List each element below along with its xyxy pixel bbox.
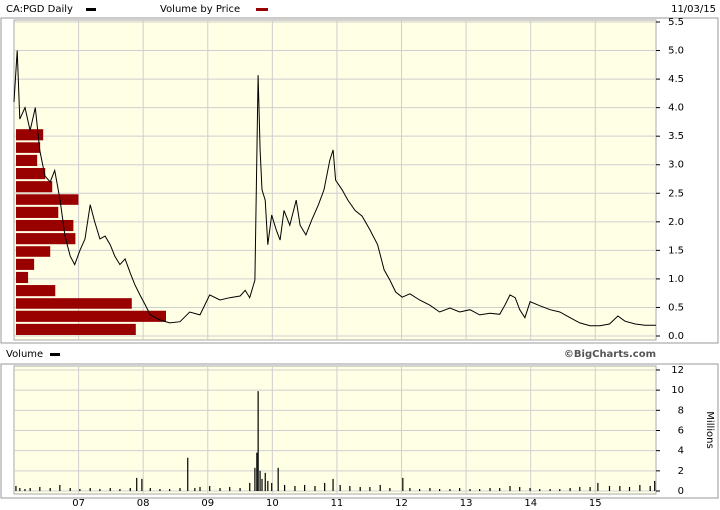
legend-label: CA:PGD Daily <box>6 4 73 15</box>
watermark: ©BigCharts.com <box>564 349 656 360</box>
y-tick-label: 3.5 <box>668 131 684 142</box>
y-tick-label: 0 <box>678 486 684 497</box>
volume-by-price-bar <box>16 271 29 284</box>
y-tick-label: 4 <box>678 446 684 457</box>
x-tick-label: 15 <box>589 498 602 509</box>
date: 11/03/15 <box>671 4 716 15</box>
x-tick-label: 12 <box>395 498 408 509</box>
volume-by-price-bar <box>16 154 38 167</box>
volume-by-price-bar <box>16 206 59 218</box>
y-tick-label: 5.5 <box>668 17 684 28</box>
volume-by-price-bar <box>16 233 76 245</box>
x-tick-label: 11 <box>331 498 344 509</box>
x-tick-label: 09 <box>201 498 214 509</box>
volume-by-price-bar <box>16 298 132 309</box>
y-tick-label: 3.0 <box>668 160 684 171</box>
x-tick-label: 10 <box>266 498 279 509</box>
legend-swatch <box>256 8 268 11</box>
volume-by-price-bar <box>16 246 51 257</box>
price-plot <box>13 19 657 341</box>
x-tick-label: 08 <box>137 498 150 509</box>
legend-label: Volume by Price <box>160 4 240 15</box>
y-tick-label: 1.0 <box>668 274 684 285</box>
x-tick-label: 13 <box>460 498 473 509</box>
y-axis-label: Millions <box>704 411 715 448</box>
y-tick-label: 4.5 <box>668 74 684 85</box>
price-line <box>13 50 656 327</box>
y-tick-label: 5.0 <box>668 46 684 57</box>
volume-by-price-bar <box>16 129 44 141</box>
volume-by-price-bar <box>16 310 166 322</box>
volume-by-price-bar <box>16 142 41 153</box>
volume-by-price-bar <box>16 285 56 297</box>
x-tick-label: 14 <box>524 498 537 509</box>
y-tick-label: 0.5 <box>668 302 684 313</box>
legend-label: Volume <box>6 349 43 360</box>
y-tick-label: 12 <box>671 365 684 376</box>
volume-by-price-bar <box>16 168 46 180</box>
legend-swatch <box>50 353 60 356</box>
y-tick-label: 0.0 <box>668 331 684 342</box>
y-tick-label: 8 <box>678 405 684 416</box>
volume-by-price-bar <box>16 219 74 232</box>
x-tick-label: 07 <box>72 498 85 509</box>
y-tick-label: 2 <box>678 466 684 477</box>
y-tick-label: 4.0 <box>668 103 684 114</box>
volume-by-price-bar <box>16 323 136 335</box>
legend-swatch <box>86 8 96 11</box>
volume-by-price-bar <box>16 258 35 270</box>
y-tick-label: 6 <box>678 426 684 437</box>
y-tick-label: 2.5 <box>668 188 684 199</box>
y-tick-label: 2.0 <box>668 217 684 228</box>
y-tick-label: 1.5 <box>668 245 684 256</box>
y-tick-label: 10 <box>671 385 684 396</box>
volume-by-price-bar <box>16 181 53 193</box>
volume-by-price-bar <box>16 194 79 205</box>
